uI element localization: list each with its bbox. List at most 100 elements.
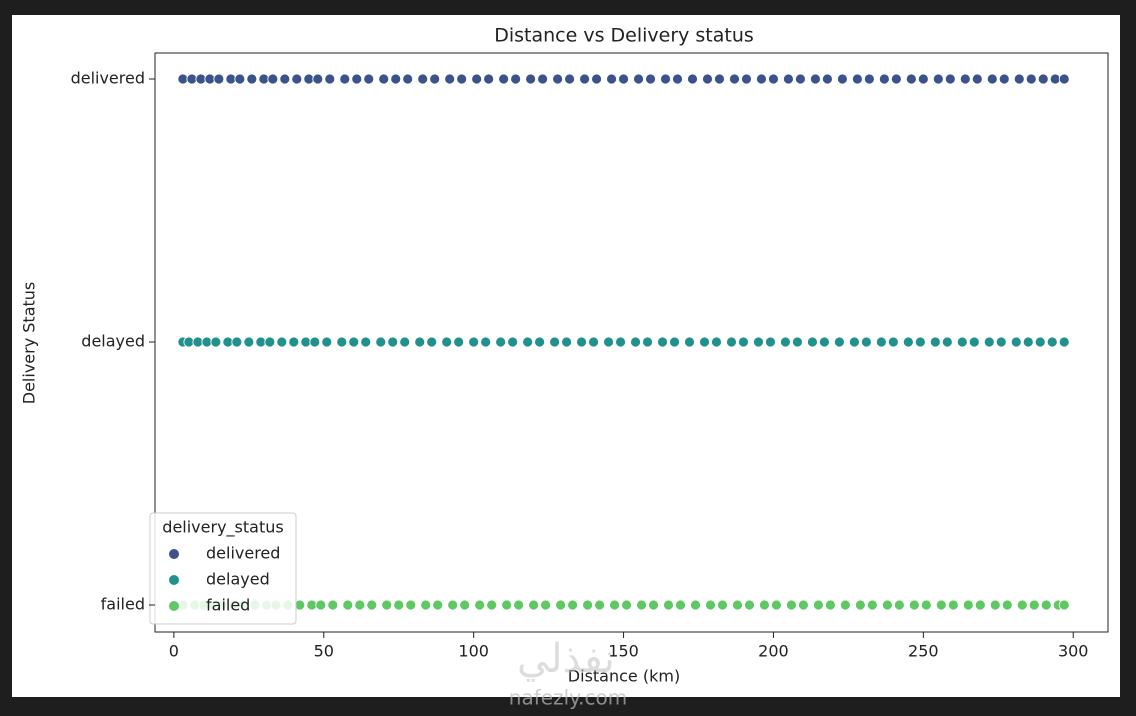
point — [414, 336, 426, 348]
point — [833, 336, 845, 348]
point — [717, 599, 728, 611]
point — [177, 73, 189, 85]
point — [561, 336, 572, 348]
point — [222, 336, 234, 348]
point — [324, 73, 336, 85]
point — [932, 73, 944, 85]
point — [195, 73, 207, 85]
point — [807, 336, 818, 348]
point — [1001, 599, 1013, 611]
point — [783, 73, 794, 85]
point — [363, 73, 375, 85]
point — [684, 336, 695, 348]
point — [606, 73, 617, 85]
point — [968, 336, 980, 348]
legend-marker — [169, 601, 179, 611]
point — [204, 73, 216, 85]
point — [822, 73, 833, 85]
point — [645, 73, 656, 85]
point — [878, 73, 890, 85]
point — [944, 73, 956, 85]
point — [288, 336, 300, 348]
point — [279, 73, 291, 85]
point — [567, 599, 578, 611]
point — [765, 336, 776, 348]
point — [525, 73, 537, 85]
point — [675, 599, 686, 611]
point — [378, 73, 390, 85]
point — [540, 599, 552, 611]
point — [186, 73, 198, 85]
point — [914, 336, 926, 348]
point — [890, 73, 902, 85]
x-axis-label: Distance (km) — [568, 667, 680, 686]
point — [819, 336, 830, 348]
point — [648, 599, 659, 611]
point — [579, 73, 590, 85]
point — [860, 336, 872, 348]
point — [753, 336, 764, 348]
point — [854, 599, 866, 611]
y-tick-label: delivered — [71, 69, 145, 88]
x-tick-label: 0 — [169, 642, 179, 661]
point — [498, 73, 510, 85]
point — [851, 73, 863, 85]
point — [621, 599, 632, 611]
point — [690, 599, 701, 611]
point — [339, 73, 351, 85]
point — [315, 599, 327, 611]
point — [246, 73, 258, 85]
x-tick-label: 100 — [458, 642, 489, 661]
point — [213, 73, 225, 85]
y-tick-label: failed — [101, 595, 145, 614]
point — [983, 336, 995, 348]
legend: delivery_status delivered delayed failed — [149, 512, 297, 625]
point — [303, 73, 315, 85]
point — [759, 599, 770, 611]
point — [1049, 73, 1061, 85]
point — [513, 599, 525, 611]
point — [1058, 599, 1070, 611]
point — [875, 336, 887, 348]
point — [417, 73, 429, 85]
point — [231, 336, 243, 348]
point — [522, 336, 534, 348]
point — [192, 336, 204, 348]
point — [959, 73, 971, 85]
point — [902, 336, 914, 348]
legend-label: delayed — [206, 570, 270, 589]
point — [510, 73, 522, 85]
point — [342, 599, 354, 611]
legend-label: failed — [206, 596, 250, 615]
point — [459, 599, 471, 611]
x-tick-label: 300 — [1058, 642, 1089, 661]
point — [486, 599, 498, 611]
point — [714, 73, 725, 85]
point — [893, 599, 905, 611]
point — [183, 336, 195, 348]
legend-label: delivered — [206, 544, 280, 563]
point — [480, 336, 492, 348]
point — [768, 73, 779, 85]
x-tick-label: 200 — [758, 642, 789, 661]
point — [792, 336, 803, 348]
point — [594, 599, 605, 611]
point — [306, 599, 318, 611]
point — [387, 336, 399, 348]
point — [390, 73, 402, 85]
point — [989, 599, 1001, 611]
point — [375, 336, 387, 348]
point — [354, 599, 366, 611]
point — [474, 599, 486, 611]
point — [711, 336, 722, 348]
point — [657, 336, 668, 348]
point — [986, 73, 998, 85]
point — [336, 336, 348, 348]
point — [441, 336, 453, 348]
point — [381, 599, 393, 611]
point — [780, 336, 791, 348]
point — [1022, 336, 1034, 348]
point — [705, 599, 716, 611]
point — [420, 599, 432, 611]
